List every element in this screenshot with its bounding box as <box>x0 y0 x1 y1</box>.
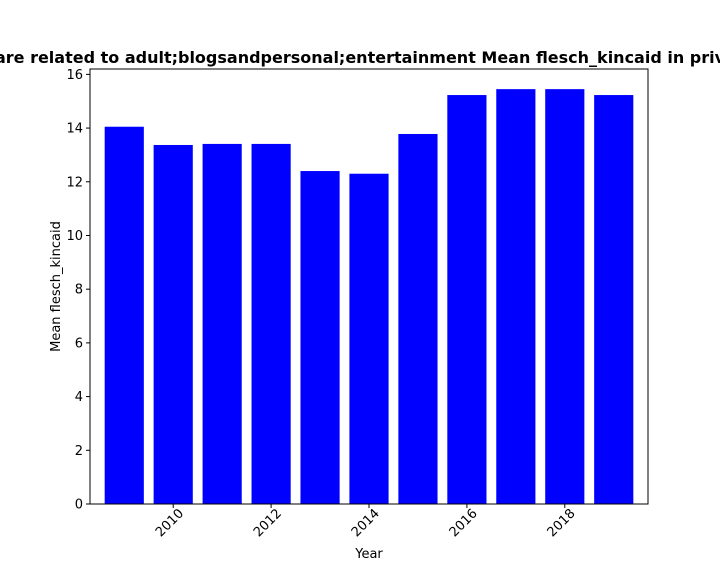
y-tick-label: 2 <box>75 444 83 459</box>
y-tick-label: 14 <box>66 122 83 137</box>
x-tick-label: 2010 <box>153 506 187 540</box>
y-axis-ticks: 0 2 4 6 8 10 12 14 16 <box>66 68 90 513</box>
y-tick-label: 12 <box>66 175 83 190</box>
chart-title: are related to adult;blogsandpersonal;en… <box>0 48 720 67</box>
y-tick-label: 4 <box>75 390 83 405</box>
bars-group <box>104 89 634 505</box>
x-tick-label: 2016 <box>447 506 481 540</box>
bar-2014 <box>349 173 389 504</box>
y-tick-label: 8 <box>75 283 83 298</box>
x-axis-ticks: 2010 2012 2014 2016 2018 <box>153 504 579 540</box>
y-tick-label: 10 <box>66 229 83 244</box>
bar-2015 <box>398 133 438 505</box>
x-axis-label: Year <box>354 547 383 562</box>
bar-2011 <box>202 143 242 505</box>
y-tick-label: 16 <box>66 68 83 83</box>
x-tick-label: 2018 <box>545 506 579 540</box>
bar-2009 <box>104 126 144 504</box>
y-tick-label: 6 <box>75 336 83 351</box>
bar-2012 <box>251 143 291 505</box>
bar-2019 <box>594 95 634 505</box>
x-tick-label: 2012 <box>251 506 285 540</box>
x-tick-label: 2014 <box>349 506 383 540</box>
bar-2018 <box>545 89 585 504</box>
plot-frame <box>89 68 649 505</box>
y-axis-label: Mean flesch_kincaid <box>49 221 64 352</box>
bar-2016 <box>447 95 487 505</box>
bar-2013 <box>300 171 340 505</box>
bar-2010 <box>153 144 193 505</box>
bar-2017 <box>496 89 536 504</box>
y-tick-label: 0 <box>75 498 83 513</box>
